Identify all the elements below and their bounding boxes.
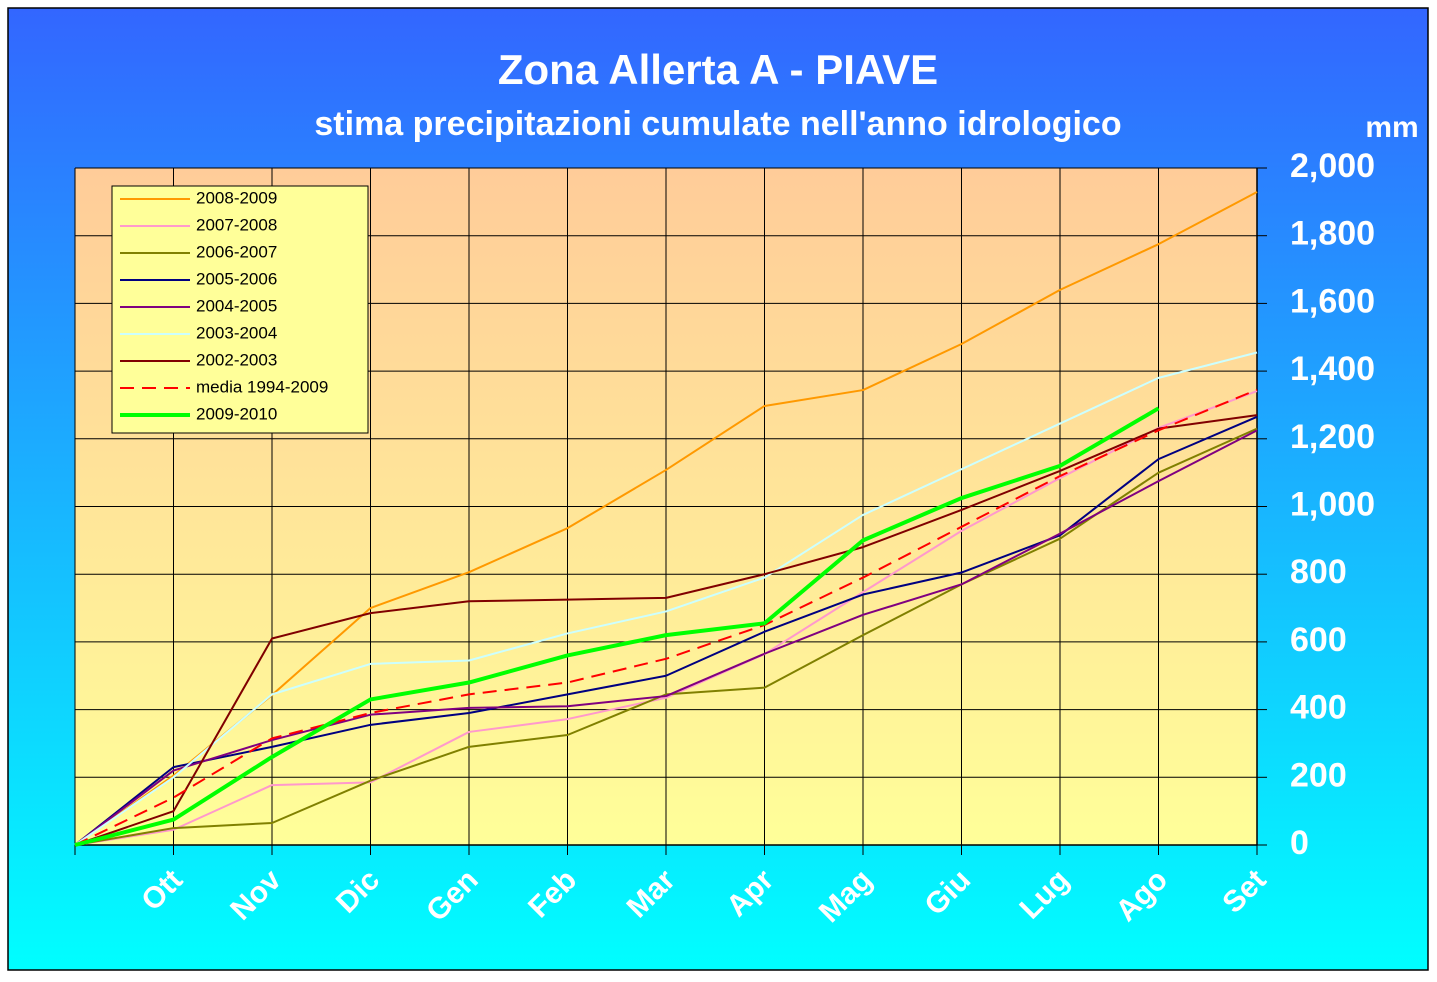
legend-label: 2006-2007 xyxy=(196,242,277,261)
y-tick-label: 1,200 xyxy=(1290,418,1375,456)
y-tick-label: 200 xyxy=(1290,756,1347,794)
legend-box xyxy=(111,185,369,434)
legend-label: 2007-2008 xyxy=(196,215,277,234)
y-tick-label: 600 xyxy=(1290,621,1347,659)
legend-label: 2008-2009 xyxy=(196,188,277,207)
y-tick-label: 1,000 xyxy=(1290,485,1375,523)
y-tick-label: 2,000 xyxy=(1290,147,1375,185)
y-tick-label: 1,800 xyxy=(1290,215,1375,253)
series-line xyxy=(74,351,1258,846)
series-line xyxy=(74,429,1258,846)
legend-label: 2003-2004 xyxy=(196,323,277,342)
series-line xyxy=(74,406,1160,847)
legend-label: media 1994-2009 xyxy=(196,377,328,396)
series-line xyxy=(74,390,1258,846)
chart-subtitle: stima precipitazioni cumulate nell'anno … xyxy=(314,105,1121,143)
legend: 2008-2009 2007-2008 2006-2007 2005-2006 2004… xyxy=(111,185,369,434)
y-tick-label: 400 xyxy=(1290,689,1347,727)
y-tick-label: 0 xyxy=(1290,824,1309,862)
legend-label: 2009-2010 xyxy=(196,404,277,423)
legend-label: 2005-2006 xyxy=(196,269,277,288)
series-line xyxy=(74,388,1258,846)
y-axis-label: mm xyxy=(1365,111,1418,144)
series-line xyxy=(74,415,1258,846)
y-tick-label: 1,400 xyxy=(1290,350,1375,388)
chart-title: Zona Allerta A - PIAVE xyxy=(498,46,938,93)
legend-label: 2004-2005 xyxy=(196,296,277,315)
y-tick-label: 1,600 xyxy=(1290,282,1375,320)
legend-label: 2002-2003 xyxy=(196,350,277,369)
series-line xyxy=(74,427,1258,846)
series-line xyxy=(74,414,1258,846)
y-tick-label: 800 xyxy=(1290,553,1347,591)
